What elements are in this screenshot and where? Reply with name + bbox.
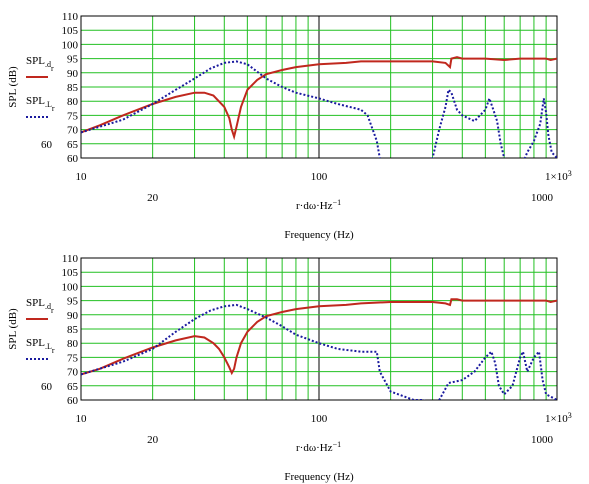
y-tick-label: 65 bbox=[67, 139, 79, 151]
legend-label: SPL.dr bbox=[26, 55, 54, 73]
x-axis-expression: r·dω·Hz−1 bbox=[296, 198, 341, 212]
y-tick-label: 60 bbox=[67, 153, 79, 165]
y-tick-label: 90 bbox=[67, 310, 79, 322]
y-tick-label: 75 bbox=[67, 110, 79, 122]
x-tick-label: 100 bbox=[311, 413, 328, 425]
x-tick-label: 100 bbox=[311, 171, 328, 183]
y-tick-label: 75 bbox=[67, 352, 79, 364]
x-axis-expression: r·dω·Hz−1 bbox=[296, 440, 341, 454]
legend-label: SPL.Lr bbox=[26, 95, 55, 113]
x-tick-label: 10 bbox=[76, 413, 88, 425]
x-tick-label: 10 bbox=[76, 171, 88, 183]
plot-frame bbox=[80, 15, 558, 159]
y-tick-label: 60 bbox=[41, 139, 53, 151]
y-tick-label: 85 bbox=[67, 324, 79, 336]
y-tick-label: 95 bbox=[67, 54, 79, 66]
y-tick-label: 105 bbox=[62, 25, 79, 37]
y-tick-label: 105 bbox=[62, 267, 79, 279]
x-tick-label: 1000 bbox=[531, 434, 554, 446]
y-tick-label: 100 bbox=[62, 39, 79, 51]
x-tick-label: 1000 bbox=[531, 192, 554, 204]
y-tick-label: 70 bbox=[67, 125, 79, 137]
y-tick-label: 90 bbox=[67, 68, 79, 80]
chart-panel-2: 60 65 70 75 80 85 90 95 100 105 110 60 SPL (dB) SPL.d… bbox=[7, 253, 572, 483]
y-tick-label: 110 bbox=[62, 253, 79, 265]
y-tick-label: 70 bbox=[67, 367, 79, 379]
plot-frame bbox=[80, 257, 558, 401]
y-tick-label: 95 bbox=[67, 296, 79, 308]
x-tick-label: 20 bbox=[147, 434, 159, 446]
legend-label: SPL.dr bbox=[26, 297, 54, 315]
x-tick-label: 20 bbox=[147, 192, 159, 204]
y-tick-label: 60 bbox=[41, 381, 53, 393]
series-line-spl-d-r bbox=[81, 56, 557, 141]
x-axis-label: Frequency (Hz) bbox=[284, 229, 354, 241]
y-axis-label: SPL (dB) bbox=[7, 66, 19, 108]
chart-panel-1: 60 65 70 75 80 85 90 95 100 105 110 60 SPL (dB) SPL.d… bbox=[7, 11, 572, 241]
y-tick-label: 65 bbox=[67, 381, 79, 393]
legend-label: SPL.Lr bbox=[26, 337, 55, 355]
y-axis-label: SPL (dB) bbox=[7, 308, 19, 350]
y-tick-label: 80 bbox=[67, 338, 79, 350]
y-tick-label: 80 bbox=[67, 96, 79, 108]
y-tick-label: 85 bbox=[67, 82, 79, 94]
y-tick-label: 110 bbox=[62, 11, 79, 23]
y-tick-label: 100 bbox=[62, 281, 79, 293]
x-tick-label: 1×103 bbox=[545, 411, 572, 425]
y-tick-label: 60 bbox=[67, 395, 79, 407]
x-axis-label: Frequency (Hz) bbox=[284, 471, 354, 483]
series-line-spl-d-r bbox=[81, 298, 557, 376]
x-tick-label: 1×103 bbox=[545, 169, 572, 183]
